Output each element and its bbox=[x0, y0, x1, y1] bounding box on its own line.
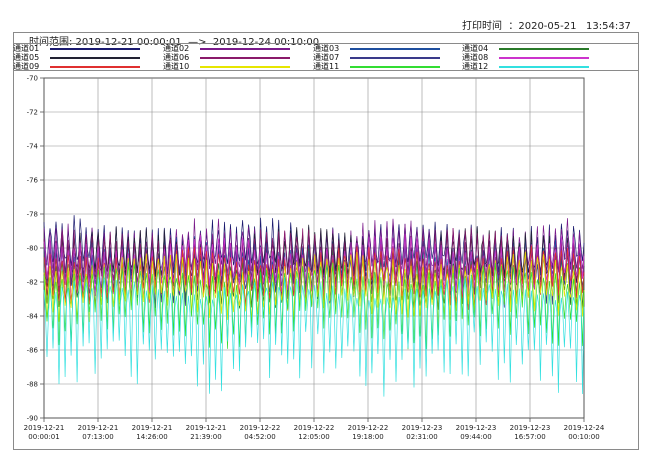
legend-item: 通道06 bbox=[163, 53, 290, 62]
x-tick-label-time: 21:39:00 bbox=[190, 433, 221, 441]
x-tick-label-date: 2019-12-22 bbox=[294, 424, 335, 432]
legend-swatch bbox=[200, 57, 290, 59]
legend-label: 通道02 bbox=[163, 44, 190, 53]
x-tick-label-time: 09:44:00 bbox=[460, 433, 491, 441]
legend: 通道01 通道02 通道03 通道04 通道05 通道06 通道07 通道08 通道09 通道10… bbox=[13, 43, 639, 71]
series-line bbox=[43, 262, 585, 350]
time-range: 时间范围: 2019-12-21 00:00:01 —> 2019-12-24 … bbox=[29, 37, 320, 48]
legend-item: 通道02 bbox=[163, 44, 290, 53]
series-line bbox=[43, 227, 585, 294]
legend-item: 通道04 bbox=[462, 44, 589, 53]
legend-swatch bbox=[350, 66, 440, 68]
legend-label: 通道11 bbox=[313, 62, 340, 71]
legend-label: 通道01 bbox=[13, 44, 40, 53]
x-tick-label-time: 12:05:00 bbox=[298, 433, 329, 441]
legend-label: 通道07 bbox=[313, 53, 340, 62]
y-tick-label: -88 bbox=[27, 381, 38, 389]
x-tick-label-date: 2019-12-23 bbox=[456, 424, 497, 432]
y-tick-label: -76 bbox=[27, 177, 39, 185]
x-tick-label-time: 04:52:00 bbox=[244, 433, 275, 441]
y-tick-label: -84 bbox=[27, 313, 39, 321]
legend-item: 通道07 bbox=[313, 53, 440, 62]
series-line bbox=[43, 224, 585, 289]
y-tick-label: -72 bbox=[27, 109, 38, 117]
x-tick-label-date: 2019-12-21 bbox=[132, 424, 173, 432]
legend-item: 通道01 bbox=[13, 44, 140, 53]
x-axis: 2019-12-2100:00:012019-12-2107:13:002019… bbox=[24, 418, 605, 441]
legend-label: 通道09 bbox=[13, 62, 40, 71]
legend-swatch bbox=[350, 48, 440, 50]
y-tick-label: -74 bbox=[27, 143, 39, 151]
y-axis: -70 -72 -74 -76 -78 -80 -82 -84 -86 -88 -90 bbox=[27, 75, 44, 423]
y-tick-label: -78 bbox=[27, 211, 38, 219]
x-tick-label-time: 02:31:00 bbox=[406, 433, 437, 441]
x-tick-label-time: 19:18:00 bbox=[352, 433, 383, 441]
legend-swatch bbox=[499, 66, 589, 68]
x-tick-label-date: 2019-12-22 bbox=[348, 424, 389, 432]
legend-item: 通道08 bbox=[462, 53, 589, 62]
legend-item: 通道12 bbox=[462, 62, 589, 71]
legend-swatch bbox=[200, 48, 290, 50]
legend-label: 通道04 bbox=[462, 44, 489, 53]
x-tick-label-date: 2019-12-21 bbox=[24, 424, 65, 432]
x-tick-label-date: 2019-12-22 bbox=[240, 424, 281, 432]
legend-swatch bbox=[350, 57, 440, 59]
legend-label: 通道06 bbox=[163, 53, 190, 62]
legend-label: 通道03 bbox=[313, 44, 340, 53]
report-frame bbox=[13, 32, 639, 450]
x-tick-label-time: 14:26:00 bbox=[136, 433, 167, 441]
x-tick-label-date: 2019-12-21 bbox=[78, 424, 119, 432]
legend-item: 通道10 bbox=[163, 62, 290, 71]
x-tick-label-time: 16:57:00 bbox=[514, 433, 545, 441]
y-tick-label: -70 bbox=[27, 75, 38, 83]
x-tick-label-time: 00:10:00 bbox=[568, 433, 599, 441]
legend-label: 通道08 bbox=[462, 53, 489, 62]
legend-label: 通道10 bbox=[163, 62, 190, 71]
legend-item: 通道03 bbox=[313, 44, 440, 53]
series-line bbox=[43, 276, 585, 397]
legend-item: 通道09 bbox=[13, 62, 140, 71]
x-tick-label-time: 07:13:00 bbox=[82, 433, 113, 441]
legend-swatch bbox=[200, 66, 290, 68]
y-tick-label: -86 bbox=[27, 347, 39, 355]
x-tick-label-date: 2019-12-21 bbox=[186, 424, 227, 432]
y-tick-label: -82 bbox=[27, 279, 38, 287]
y-tick-label: -80 bbox=[27, 245, 38, 253]
legend-item: 通道05 bbox=[13, 53, 140, 62]
x-tick-label-time: 00:00:01 bbox=[28, 433, 59, 441]
y-tick-label: -90 bbox=[27, 415, 38, 423]
legend-swatch bbox=[499, 48, 589, 50]
x-tick-label-date: 2019-12-24 bbox=[564, 424, 605, 432]
legend-swatch bbox=[499, 57, 589, 59]
legend-swatch bbox=[50, 48, 140, 50]
print-time: 打印时间 ：2020-05-21 13:54:37 bbox=[462, 21, 631, 32]
x-tick-label-date: 2019-12-23 bbox=[402, 424, 443, 432]
legend-swatch bbox=[50, 66, 140, 68]
x-tick-label-date: 2019-12-23 bbox=[510, 424, 551, 432]
legend-swatch bbox=[50, 57, 140, 59]
series-group bbox=[43, 215, 585, 397]
legend-label: 通道05 bbox=[13, 53, 40, 62]
legend-label: 通道12 bbox=[462, 62, 489, 71]
legend-item: 通道11 bbox=[313, 62, 440, 71]
